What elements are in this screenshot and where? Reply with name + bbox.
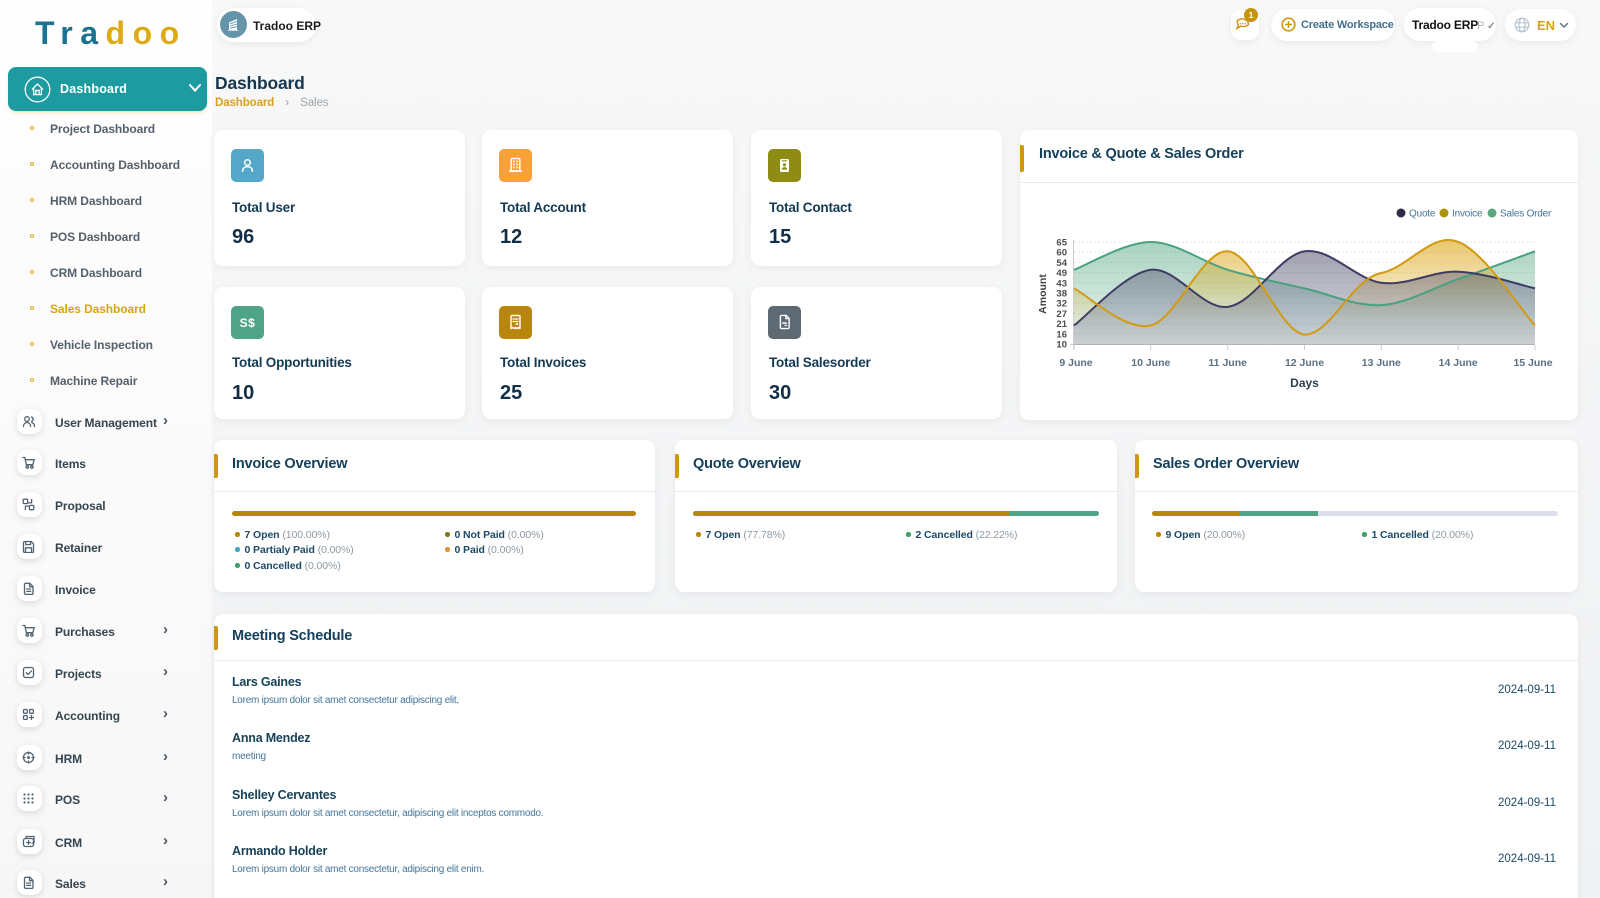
svg-text:Quote: Quote (1409, 209, 1436, 220)
svg-text:10: 10 (1056, 340, 1067, 351)
svg-text:14 June: 14 June (1439, 357, 1478, 369)
svg-text:Invoice: Invoice (1452, 209, 1483, 220)
svg-text:43: 43 (1056, 278, 1067, 289)
svg-text:Amount: Amount (1037, 274, 1049, 314)
svg-text:60: 60 (1056, 248, 1067, 259)
svg-text:16: 16 (1056, 329, 1067, 340)
svg-text:27: 27 (1056, 309, 1067, 320)
svg-text:Sales Order: Sales Order (1500, 209, 1552, 220)
svg-text:49: 49 (1056, 268, 1067, 279)
svg-text:65: 65 (1056, 238, 1067, 249)
svg-text:15 June: 15 June (1513, 357, 1552, 369)
svg-text:13 June: 13 June (1362, 357, 1401, 369)
svg-text:9 June: 9 June (1059, 357, 1092, 369)
svg-text:10 June: 10 June (1131, 357, 1170, 369)
svg-text:21: 21 (1056, 319, 1067, 330)
svg-text:54: 54 (1056, 258, 1067, 269)
svg-text:32: 32 (1056, 299, 1067, 310)
svg-text:38: 38 (1056, 289, 1067, 300)
svg-text:Days: Days (1290, 376, 1319, 390)
svg-text:11 June: 11 June (1208, 357, 1247, 369)
svg-text:12 June: 12 June (1285, 357, 1324, 369)
